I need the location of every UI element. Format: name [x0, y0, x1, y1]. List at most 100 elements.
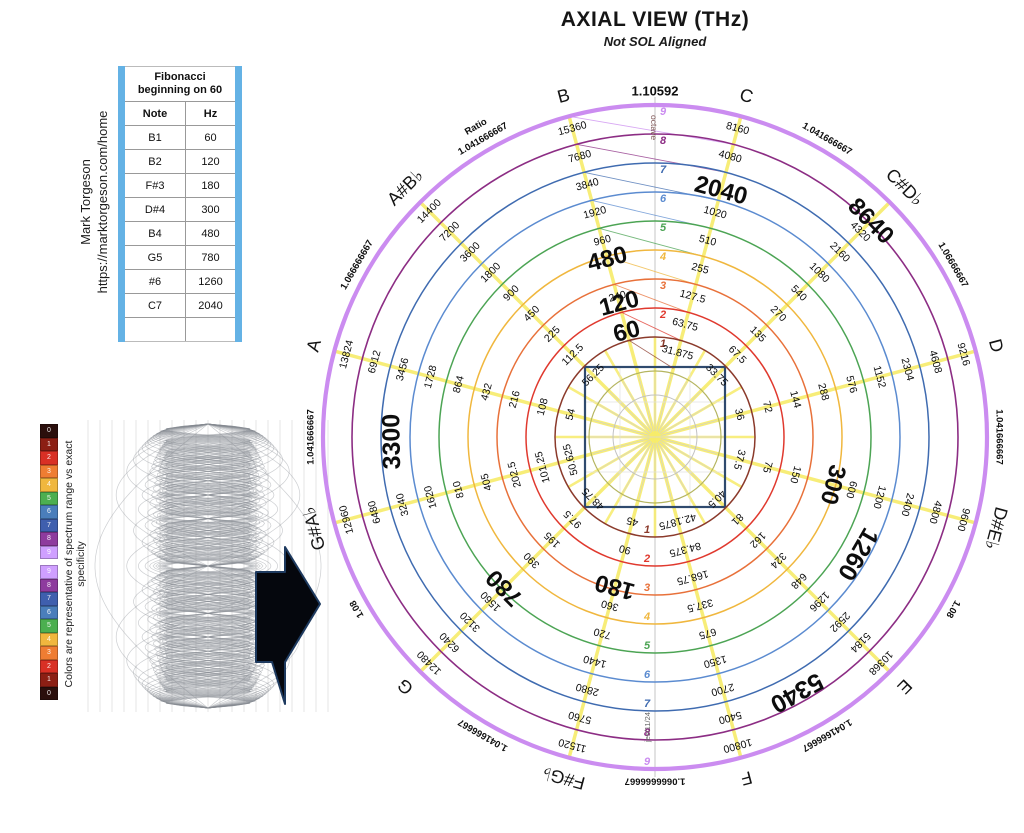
date-annotation: jes/11/24 [643, 712, 652, 743]
center-radial-line [622, 381, 653, 432]
harmonic-curve [137, 423, 279, 709]
ring-value-label: 216 [507, 389, 523, 409]
ring-number-label: 8 [644, 727, 651, 739]
table-row: G5 780 [125, 245, 235, 270]
harmonic-curve [161, 423, 255, 709]
page-subtitle: Not SOL Aligned [603, 34, 707, 49]
ring-number-label: 5 [644, 640, 651, 652]
harmonic-curve [160, 423, 256, 709]
ring-value-label: 600 [843, 480, 859, 500]
color-scale-cell: 7 [40, 518, 58, 532]
ring-value-label: 72 [760, 400, 775, 415]
harmonic-curve [162, 423, 254, 709]
harmonic-curve [147, 423, 269, 709]
ring-value-label: 1440 [582, 652, 608, 670]
harmonic-curve [150, 423, 266, 709]
ring-value-label: 36 [732, 407, 747, 422]
color-scale-cell: 5 [40, 619, 58, 633]
cell-note: G5 [125, 245, 186, 270]
color-scale-cell: 1 [40, 437, 58, 451]
ring-value-label: 75 [760, 460, 775, 475]
harmonic-curve [126, 423, 290, 709]
right-arrow-shape [255, 546, 321, 705]
ring-value-label: 288 [815, 382, 831, 402]
harmonic-curve [149, 423, 267, 709]
table-row: F#3 180 [125, 173, 235, 198]
color-scale-cell: 2 [40, 451, 58, 465]
fibonacci-bold-label: 5340 [766, 667, 828, 718]
ring-value-label: 720 [592, 625, 612, 641]
color-scale-cell: 0 [40, 686, 58, 700]
ring-arc [467, 249, 843, 625]
ring-value-label: 576 [843, 374, 859, 394]
color-scale-cell: 5 [40, 491, 58, 505]
table-row: D#4 300 [125, 197, 235, 222]
ring-value-label: 6912 [366, 349, 384, 375]
fibonacci-table: Fibonacci beginning on 60 Note Hz B1 60 B2… [118, 66, 242, 342]
ring-number-label: 2 [659, 309, 666, 321]
ring-arc [380, 162, 930, 712]
harmonic-curve [161, 423, 255, 709]
center-radial-line [659, 441, 701, 483]
color-scale-cell: 9 [40, 545, 58, 559]
center-inscribed-circle [588, 370, 722, 504]
octave-connector-line [576, 143, 726, 173]
color-scale-cell: 8 [40, 578, 58, 592]
cell-hz: 180 [185, 173, 235, 198]
column-header-hz: Hz [185, 101, 235, 126]
ring-value-label: 1020 [702, 204, 728, 222]
harmonic-curve [144, 423, 272, 709]
center-radial-line [599, 404, 650, 435]
ring-value-label: 150 [787, 465, 803, 485]
ring-arc [554, 336, 756, 538]
ring-number-label: 9 [660, 106, 667, 118]
ring-value-label: 37.5 [731, 448, 748, 471]
cell-hz: 300 [185, 197, 235, 222]
ring-arc [525, 307, 785, 567]
harmonic-curve [155, 423, 261, 709]
harmonic-curve [152, 423, 264, 709]
ring-value-label: 510 [698, 233, 718, 249]
ring-number-label: 9 [644, 756, 651, 768]
ring-number-label: 5 [660, 222, 667, 234]
harmonic-curve [156, 423, 260, 709]
harmonic-curve [153, 423, 263, 709]
ring-value-label: 13824 [337, 339, 356, 370]
cell-hz: 2040 [185, 293, 235, 318]
fibonacci-bold-label: 3300 [377, 414, 406, 470]
ring-value-label: 11520 [557, 736, 588, 755]
harmonic-curve [163, 423, 253, 709]
fibonacci-bold-label: 300 [815, 462, 851, 508]
table-row-empty [125, 317, 235, 341]
ring-value-label: 432 [479, 382, 495, 402]
center-radial-line [638, 375, 654, 432]
harmonic-curve [115, 423, 301, 709]
table-row: C7 2040 [125, 293, 235, 318]
cell-note: #6 [125, 269, 186, 294]
color-scale-cell: 6 [40, 605, 58, 619]
title-block: AXIAL VIEW (THz) Not SOL Aligned [470, 8, 840, 49]
ring-value-label: 2400 [898, 492, 916, 518]
harmonic-curve [159, 423, 257, 709]
ring-number-label: 6 [660, 193, 667, 205]
ring-value-label: 675 [697, 625, 717, 641]
ring-arc [409, 191, 901, 683]
color-scale-cell: 7 [40, 592, 58, 606]
table-title: Fibonacci beginning on 60 [137, 71, 223, 96]
color-scale-cell: 3 [40, 646, 58, 660]
ring-value-label: 1920 [582, 204, 608, 222]
color-scale-cell: 6 [40, 505, 58, 519]
octave-connector-line [606, 255, 697, 285]
center-radial-line [622, 442, 653, 493]
ring-number-label: 3 [660, 280, 666, 292]
octave-connector-line [613, 283, 689, 313]
color-scale-cell: 9 [40, 565, 58, 579]
harmonic-curve [158, 423, 258, 709]
harmonic-curve [144, 423, 272, 709]
ratio-label: 1.10592 [632, 83, 679, 98]
ring-value-label: 864 [451, 374, 467, 394]
harmonic-curve [161, 423, 255, 709]
harmonic-curve [158, 423, 258, 709]
note-label: E [893, 675, 916, 698]
ring-value-label: 3240 [394, 492, 412, 518]
